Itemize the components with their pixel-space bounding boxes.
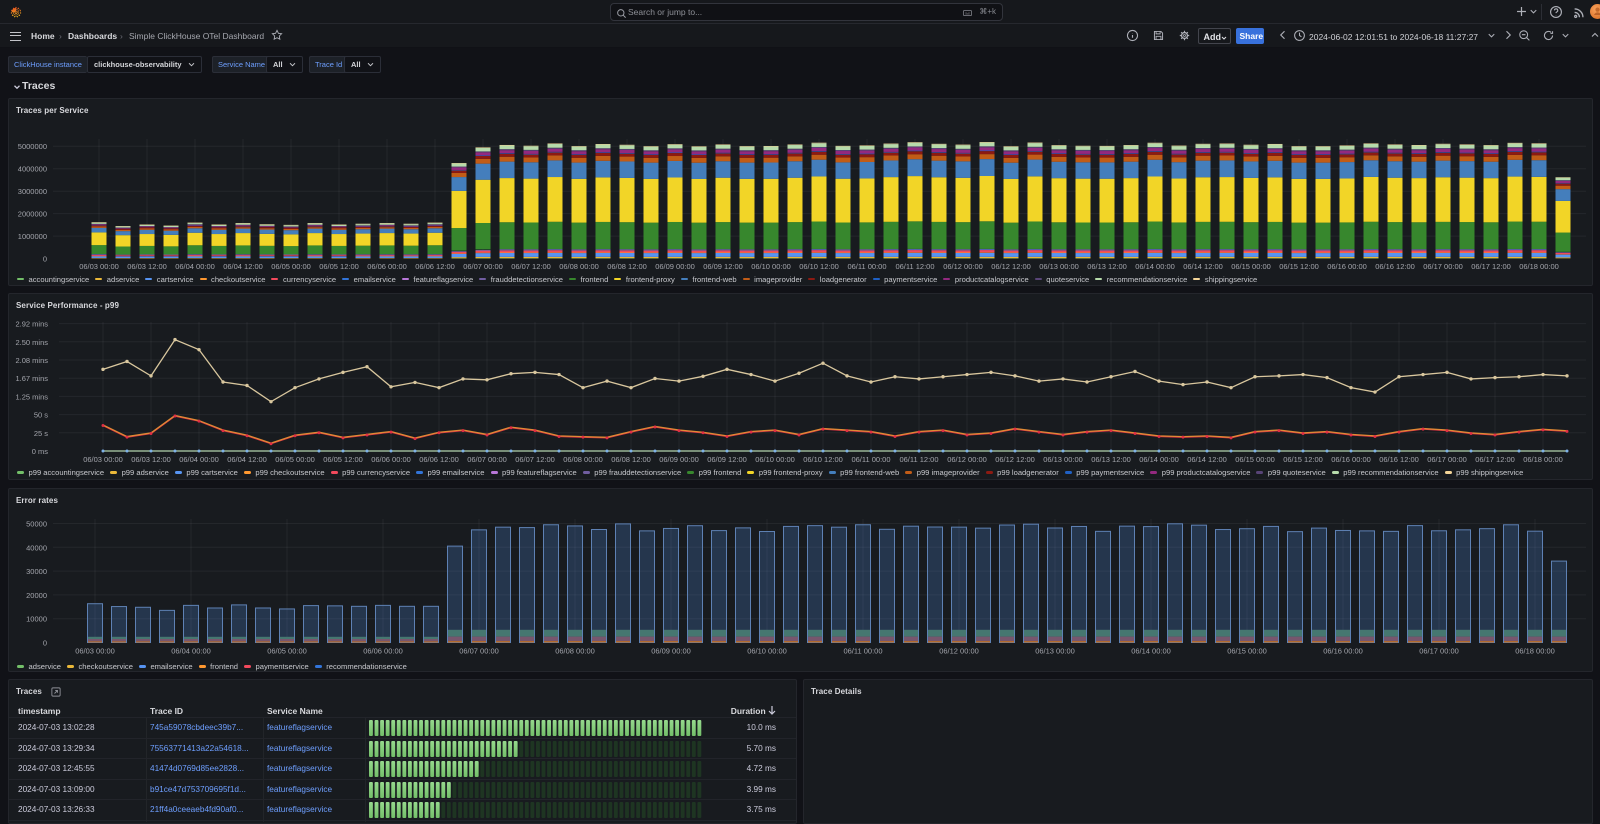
- svg-text:06/06 12:00: 06/06 12:00: [415, 262, 455, 271]
- svg-text:06/07 00:00: 06/07 00:00: [463, 262, 503, 271]
- svg-text:06/04 12:00: 06/04 12:00: [227, 455, 267, 464]
- svg-text:06/11 12:00: 06/11 12:00: [895, 262, 934, 271]
- svg-text:06/13 00:00: 06/13 00:00: [1043, 455, 1083, 464]
- svg-text:06/04 00:00: 06/04 00:00: [171, 647, 211, 656]
- svg-text:06/09 12:00: 06/09 12:00: [707, 455, 747, 464]
- svg-text:06/16 12:00: 06/16 12:00: [1379, 455, 1419, 464]
- svg-text:06/05 00:00: 06/05 00:00: [275, 455, 315, 464]
- svg-text:06/11 12:00: 06/11 12:00: [899, 455, 938, 464]
- svg-text:06/06 12:00: 06/06 12:00: [419, 455, 459, 464]
- svg-text:06/11 00:00: 06/11 00:00: [847, 262, 886, 271]
- svg-text:06/09 12:00: 06/09 12:00: [703, 262, 743, 271]
- svg-text:06/03 00:00: 06/03 00:00: [75, 647, 115, 656]
- svg-text:06/06 00:00: 06/06 00:00: [363, 647, 403, 656]
- svg-text:06/17 00:00: 06/17 00:00: [1427, 455, 1467, 464]
- svg-text:06/04 00:00: 06/04 00:00: [175, 262, 215, 271]
- svg-text:06/04 00:00: 06/04 00:00: [179, 455, 219, 464]
- svg-text:06/15 00:00: 06/15 00:00: [1227, 647, 1267, 656]
- svg-text:50 s: 50 s: [34, 411, 48, 420]
- svg-text:06/03 12:00: 06/03 12:00: [131, 455, 171, 464]
- svg-text:50000: 50000: [26, 520, 47, 529]
- svg-text:06/18 00:00: 06/18 00:00: [1523, 455, 1563, 464]
- svg-text:06/06 00:00: 06/06 00:00: [371, 455, 411, 464]
- svg-text:06/09 00:00: 06/09 00:00: [655, 262, 695, 271]
- svg-text:06/09 00:00: 06/09 00:00: [659, 455, 699, 464]
- svg-text:06/07 12:00: 06/07 12:00: [515, 455, 555, 464]
- svg-text:06/11 00:00: 06/11 00:00: [851, 455, 890, 464]
- svg-text:06/13 00:00: 06/13 00:00: [1039, 262, 1079, 271]
- svg-text:06/16 00:00: 06/16 00:00: [1327, 262, 1367, 271]
- svg-text:06/08 12:00: 06/08 12:00: [611, 455, 651, 464]
- svg-text:06/16 00:00: 06/16 00:00: [1331, 455, 1371, 464]
- svg-text:06/12 12:00: 06/12 12:00: [995, 455, 1035, 464]
- svg-text:06/08 00:00: 06/08 00:00: [559, 262, 599, 271]
- svg-text:06/10 00:00: 06/10 00:00: [747, 647, 787, 656]
- svg-text:06/07 00:00: 06/07 00:00: [459, 647, 499, 656]
- svg-text:06/12 00:00: 06/12 00:00: [939, 647, 979, 656]
- svg-text:06/14 12:00: 06/14 12:00: [1183, 262, 1223, 271]
- svg-text:06/15 00:00: 06/15 00:00: [1235, 455, 1275, 464]
- svg-text:2000000: 2000000: [18, 210, 47, 219]
- svg-text:06/11 00:00: 06/11 00:00: [843, 647, 882, 656]
- svg-text:06/14 00:00: 06/14 00:00: [1131, 647, 1171, 656]
- svg-text:06/18 00:00: 06/18 00:00: [1519, 262, 1559, 271]
- svg-text:06/08 00:00: 06/08 00:00: [563, 455, 603, 464]
- svg-text:0: 0: [43, 639, 47, 648]
- svg-text:06/05 00:00: 06/05 00:00: [267, 647, 307, 656]
- svg-text:06/12 00:00: 06/12 00:00: [943, 262, 983, 271]
- svg-text:06/16 00:00: 06/16 00:00: [1323, 647, 1363, 656]
- svg-text:06/13 12:00: 06/13 12:00: [1087, 262, 1127, 271]
- svg-text:4000000: 4000000: [18, 165, 47, 174]
- svg-text:06/08 12:00: 06/08 12:00: [607, 262, 647, 271]
- svg-text:06/14 12:00: 06/14 12:00: [1187, 455, 1227, 464]
- svg-text:06/17 12:00: 06/17 12:00: [1475, 455, 1515, 464]
- svg-text:1000000: 1000000: [18, 232, 47, 241]
- svg-text:06/14 00:00: 06/14 00:00: [1135, 262, 1175, 271]
- svg-text:06/13 00:00: 06/13 00:00: [1035, 647, 1075, 656]
- svg-text:20000: 20000: [26, 591, 47, 600]
- svg-text:06/10 12:00: 06/10 12:00: [803, 455, 843, 464]
- svg-text:06/09 00:00: 06/09 00:00: [651, 647, 691, 656]
- svg-text:30000: 30000: [26, 567, 47, 576]
- svg-text:06/17 12:00: 06/17 12:00: [1471, 262, 1511, 271]
- svg-text:06/05 12:00: 06/05 12:00: [323, 455, 363, 464]
- svg-text:06/15 12:00: 06/15 12:00: [1279, 262, 1319, 271]
- svg-text:06/07 12:00: 06/07 12:00: [511, 262, 551, 271]
- svg-text:06/12 12:00: 06/12 12:00: [991, 262, 1031, 271]
- svg-text:2.50 mins: 2.50 mins: [15, 338, 48, 347]
- svg-text:06/10 12:00: 06/10 12:00: [799, 262, 839, 271]
- svg-text:06/03 00:00: 06/03 00:00: [79, 262, 119, 271]
- svg-text:06/08 00:00: 06/08 00:00: [555, 647, 595, 656]
- svg-text:06/18 00:00: 06/18 00:00: [1515, 647, 1555, 656]
- svg-text:06/04 12:00: 06/04 12:00: [223, 262, 263, 271]
- svg-text:06/05 12:00: 06/05 12:00: [319, 262, 359, 271]
- svg-text:5000000: 5000000: [18, 142, 47, 151]
- svg-text:06/17 00:00: 06/17 00:00: [1419, 647, 1459, 656]
- svg-text:40000: 40000: [26, 543, 47, 552]
- svg-text:06/07 00:00: 06/07 00:00: [467, 455, 507, 464]
- svg-text:06/03 12:00: 06/03 12:00: [127, 262, 167, 271]
- svg-text:06/14 00:00: 06/14 00:00: [1139, 455, 1179, 464]
- svg-text:06/16 12:00: 06/16 12:00: [1375, 262, 1415, 271]
- svg-text:06/10 00:00: 06/10 00:00: [755, 455, 795, 464]
- svg-text:3000000: 3000000: [18, 187, 47, 196]
- svg-text:06/06 00:00: 06/06 00:00: [367, 262, 407, 271]
- svg-text:1.67 mins: 1.67 mins: [15, 374, 48, 383]
- svg-text:0 ms: 0 ms: [32, 447, 49, 456]
- svg-text:06/12 00:00: 06/12 00:00: [947, 455, 987, 464]
- svg-text:2.08 mins: 2.08 mins: [15, 356, 48, 365]
- svg-text:06/17 00:00: 06/17 00:00: [1423, 262, 1463, 271]
- svg-text:1.25 mins: 1.25 mins: [15, 392, 48, 401]
- svg-text:0: 0: [43, 255, 47, 264]
- svg-text:06/15 00:00: 06/15 00:00: [1231, 262, 1271, 271]
- svg-text:06/05 00:00: 06/05 00:00: [271, 262, 311, 271]
- svg-text:06/15 12:00: 06/15 12:00: [1283, 455, 1323, 464]
- svg-text:25 s: 25 s: [34, 429, 48, 438]
- svg-text:06/03 00:00: 06/03 00:00: [83, 455, 123, 464]
- svg-text:2.92 mins: 2.92 mins: [15, 320, 48, 329]
- svg-text:10000: 10000: [26, 615, 47, 624]
- svg-text:06/10 00:00: 06/10 00:00: [751, 262, 791, 271]
- svg-text:06/13 12:00: 06/13 12:00: [1091, 455, 1131, 464]
